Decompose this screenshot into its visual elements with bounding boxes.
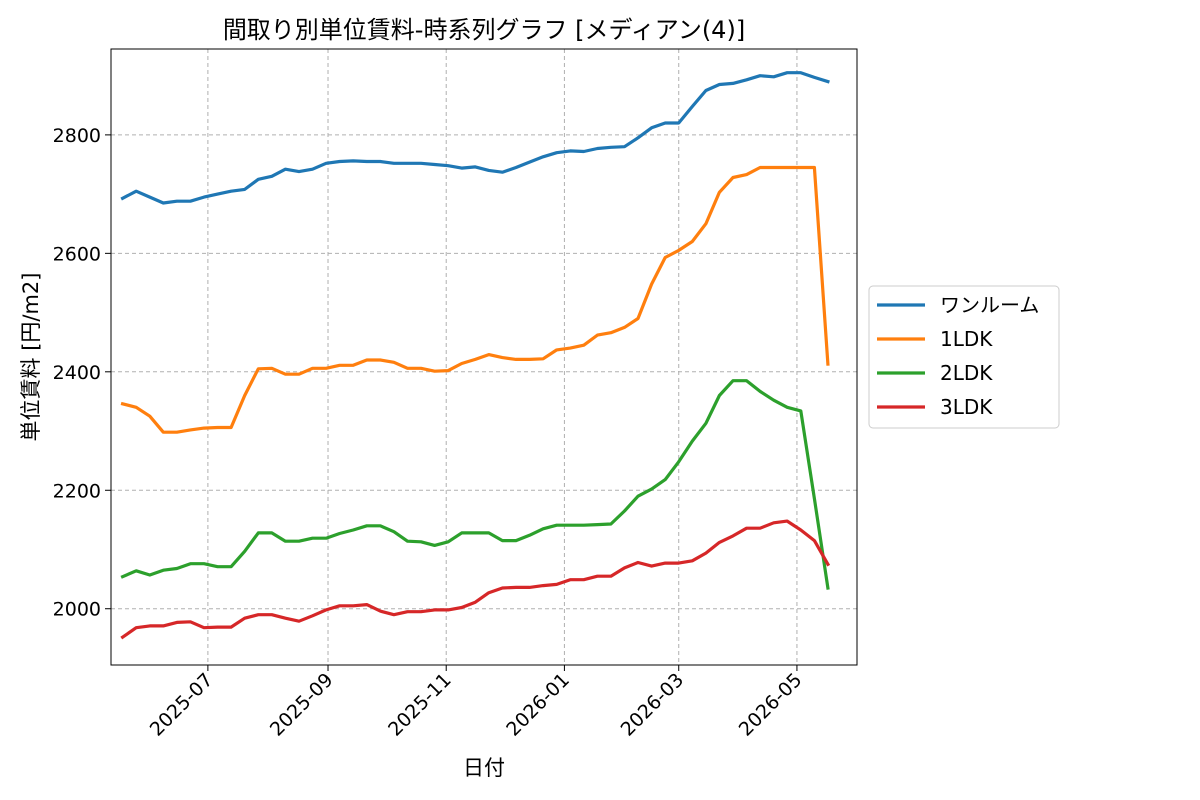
legend-label: ワンルーム [940,293,1039,317]
y-tick-label: 2600 [53,243,101,265]
x-axis-label: 日付 [463,756,505,780]
legend-label: 2LDK [940,361,993,385]
series-line-2 [120,379,830,590]
series-layer [120,71,831,640]
legend-label: 1LDK [940,327,993,351]
x-tick-label: 2026-03 [617,669,689,741]
plot-frame [110,48,858,666]
y-tick-label: 2200 [53,480,101,502]
x-tick-label: 2026-05 [735,669,807,741]
series-line-3 [120,519,831,640]
x-tick-label: 2026-01 [502,669,574,741]
y-axis-label: 単位賃料 [円/m2] [19,273,43,442]
y-tick-label: 2000 [53,599,101,621]
grid-layer [111,49,857,665]
x-tick-label: 2025-09 [266,669,338,741]
legend-box [868,285,1060,429]
legend: ワンルーム 1LDK 2LDK 3LDK [868,285,1060,429]
x-tick-label: 2025-11 [384,669,456,741]
y-tick-label: 2800 [53,125,101,147]
series-line-0 [120,71,830,205]
chart-title: 間取り別単位賃料-時系列グラフ [メディアン(4)] [223,16,745,44]
x-tick-label: 2025-07 [146,669,218,741]
series-line-1 [120,165,830,434]
legend-label: 3LDK [940,395,993,419]
y-tick-label: 2400 [53,362,101,384]
